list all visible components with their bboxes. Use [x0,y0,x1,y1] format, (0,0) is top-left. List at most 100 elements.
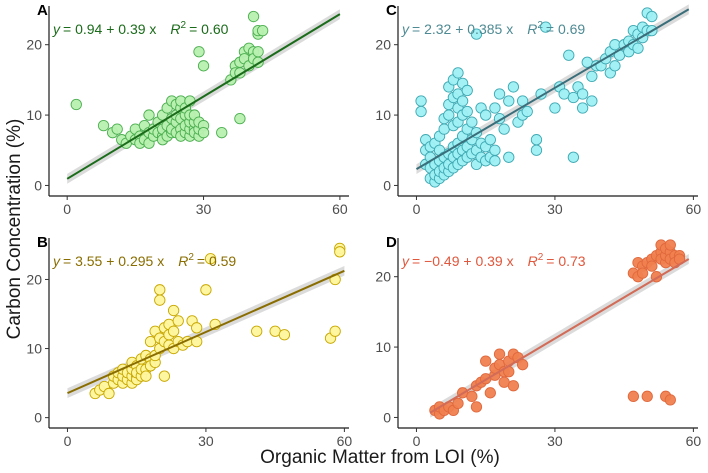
r2-superscript: 2 [538,252,544,263]
panel-letter: B [37,234,48,251]
x-axis-title: Organic Matter from LOI (%) [260,447,500,468]
data-point [646,260,658,272]
r2-value: = 0.59 [197,253,237,269]
data-point [334,246,346,258]
data-point [193,46,205,58]
x-tick-label: 0 [63,201,71,217]
data-point [484,387,496,399]
data-point [172,315,184,327]
data-point [521,105,533,118]
data-point [576,102,589,114]
data-point [664,239,676,251]
data-point [256,24,269,37]
data-point [627,390,640,402]
data-point [461,84,473,97]
y-tick-label: 20 [375,37,391,53]
data-point [470,401,483,413]
data-point [456,95,469,107]
r2-superscript: 2 [181,20,187,31]
x-tick-label: 60 [686,433,702,449]
data-point [664,394,676,406]
data-point [470,28,483,40]
data-point [140,370,152,382]
equation-rhs: = −0.49 + 0.39 x [412,253,514,269]
data-point [247,10,260,23]
data-point [111,123,123,135]
data-point [452,67,464,79]
data-point [609,60,621,72]
data-point [191,322,203,334]
r2-superscript: 2 [188,252,194,263]
regression-equation: y = 2.32 + 0.385 x R2 = 0.69 [401,20,585,37]
data-point [530,134,543,146]
data-point [480,109,492,121]
y-tick-label: 20 [375,269,391,285]
r2-value: = 0.73 [546,253,586,269]
data-point [503,151,515,163]
data-point [204,253,217,265]
panel-letter: A [37,2,48,19]
data-point [200,284,212,296]
data-point [158,370,171,382]
x-tick-label: 30 [547,433,563,449]
data-point [167,325,180,337]
r2-label: R [527,21,537,37]
data-point [489,102,501,114]
r2-value: = 0.69 [546,21,586,37]
x-tick-label: 0 [413,433,421,449]
regression-equation: y = 0.94 + 0.39 x R2 = 0.60 [52,20,229,37]
data-point [461,105,473,118]
regression-line [415,8,690,170]
y-tick-label: 0 [34,410,42,426]
data-point [167,304,180,317]
data-point [251,325,263,337]
data-point [489,155,501,167]
data-point [646,10,658,23]
equation-rhs: = 2.32 + 0.385 x [412,21,513,37]
regression-equation: y = −0.49 + 0.39 x R2 = 0.73 [401,252,586,269]
x-tick-label: 30 [196,201,212,217]
x-tick-label: 30 [547,201,563,217]
data-point [586,70,598,83]
data-point [97,119,110,132]
x-tick-label: 60 [337,433,353,449]
x-tick-label: 0 [64,433,72,449]
regression-line [67,269,345,395]
panel-a: 0 10 20 0 30 60 Ay = 0.94 + 0.39 x R2 = 0.60 [26,2,349,217]
data-point [452,397,464,410]
y-tick-label: 10 [26,107,42,123]
data-point [507,81,520,93]
data-point [154,284,166,296]
data-point [443,109,455,121]
x-tick-label: 60 [332,201,348,217]
data-point [70,98,82,111]
x-tick-label: 60 [686,201,702,217]
panel-letter: C [386,2,397,19]
data-point [576,88,589,100]
data-point [415,105,427,118]
data-point [197,127,210,139]
r2-label: R [178,253,188,269]
data-point [540,21,552,33]
r2-superscript: 2 [537,20,543,31]
data-point [516,359,529,371]
panel-d: 0 10 20 0 30 60 Dy = −0.49 + 0.39 x R2 = 0.73 [375,234,701,449]
data-point [154,294,166,306]
panel-letter: D [386,234,397,251]
y-axis-title: Carbon Concentration (%) [4,119,25,340]
equation-rhs: = 0.94 + 0.39 x [63,21,156,37]
x-tick-label: 0 [413,201,421,217]
data-point [466,116,478,128]
data-point [549,102,561,114]
data-point [498,123,510,135]
equation-y: y [52,21,61,37]
y-tick-label: 20 [26,271,42,287]
y-tick-label: 10 [375,107,391,123]
y-tick-label: 0 [34,177,42,193]
equation-rhs: = 3.55 + 0.295 x [63,253,164,269]
data-point [503,95,515,107]
data-point [216,127,228,139]
equation-y: y [52,253,61,269]
data-point [329,325,341,337]
